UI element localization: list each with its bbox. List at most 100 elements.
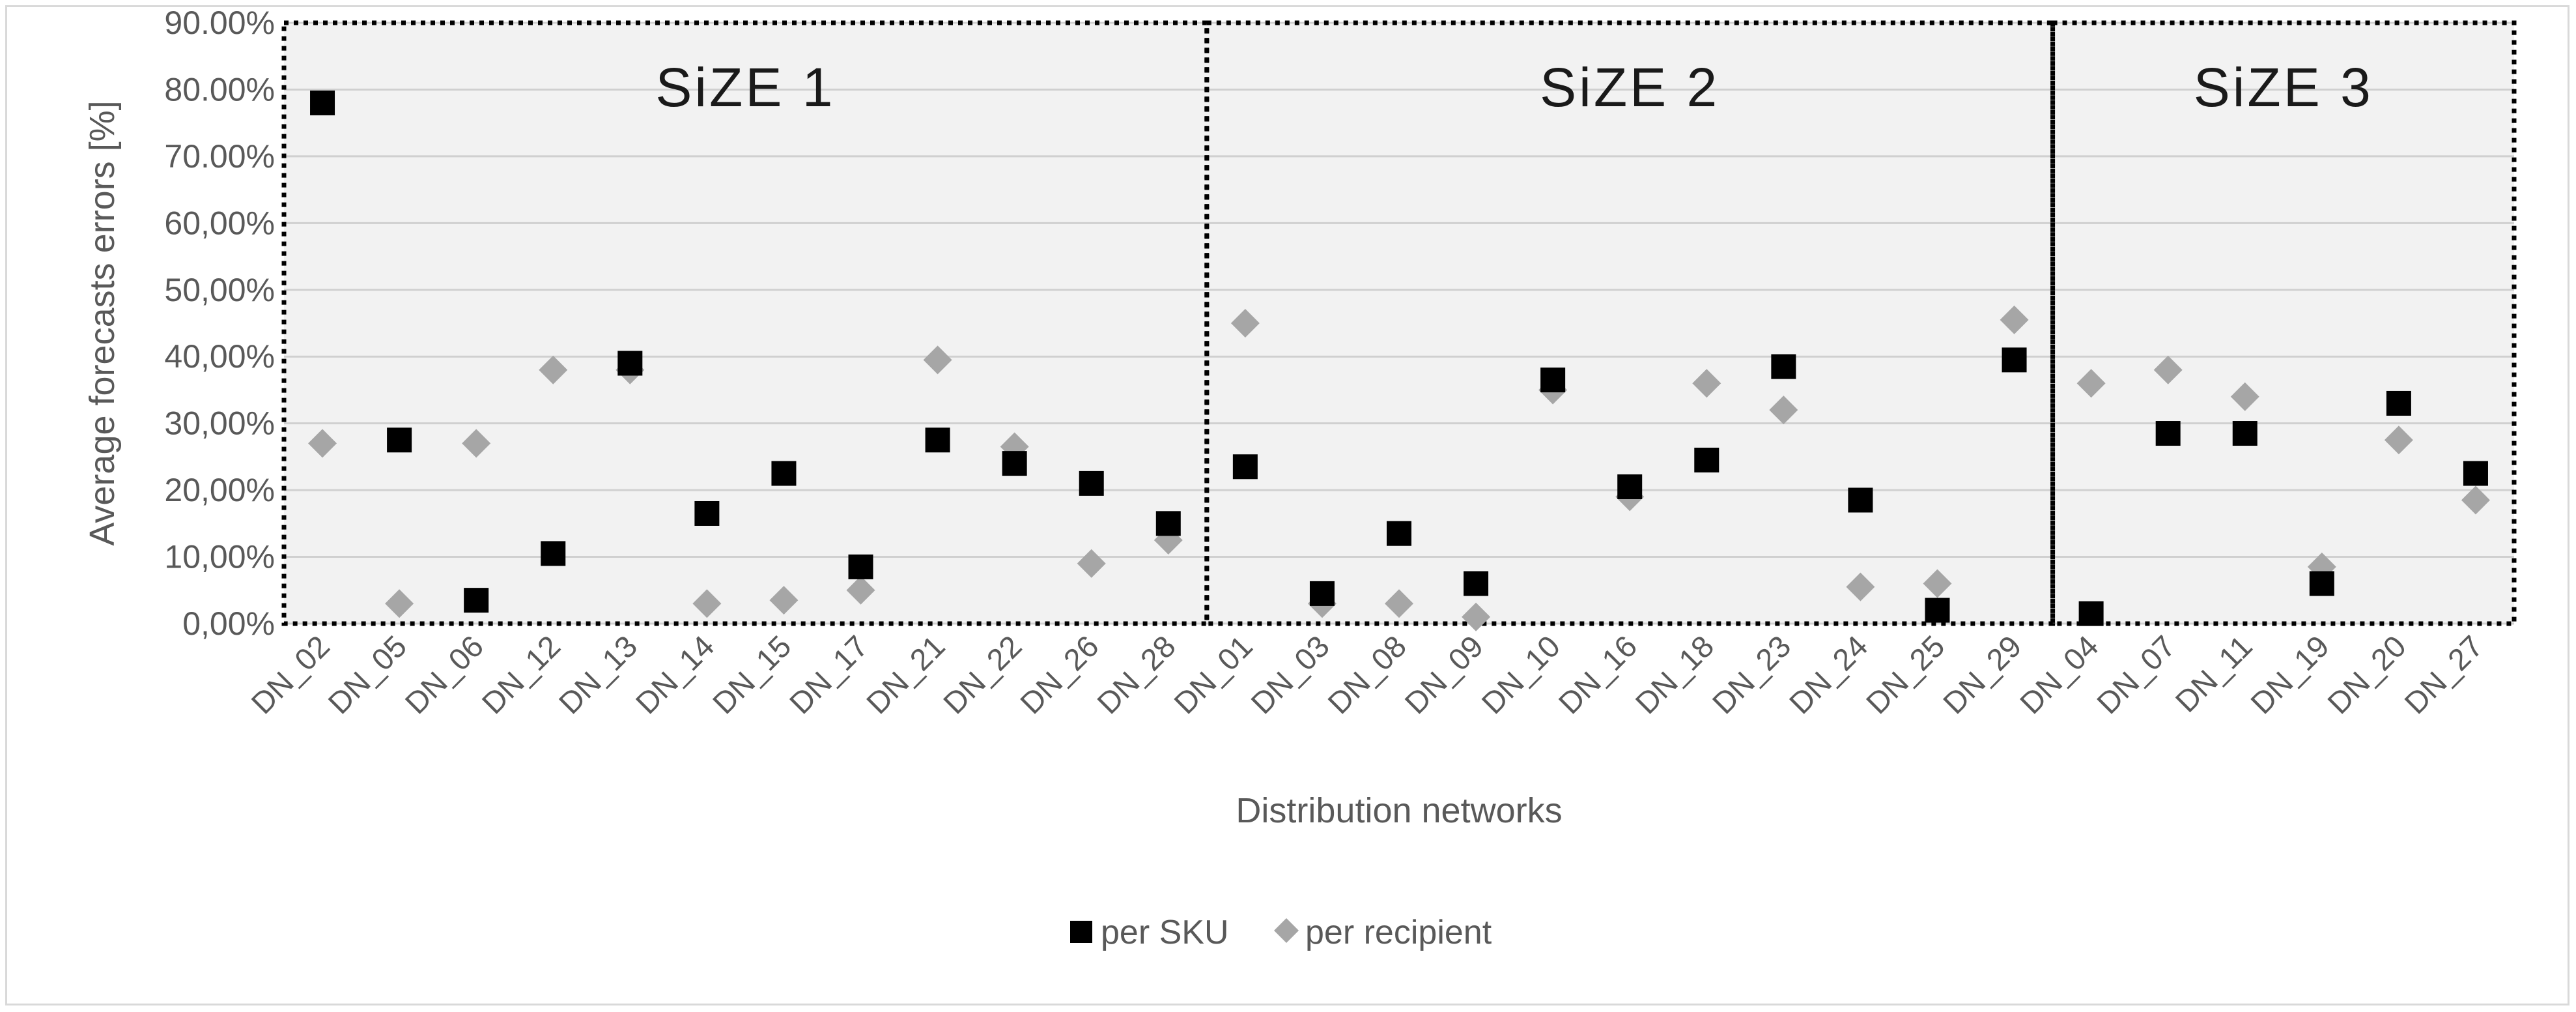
point-per-sku: [2002, 347, 2027, 373]
x-tick-label: DN_03: [1244, 629, 1336, 721]
point-per-sku: [1617, 474, 1643, 499]
x-axis-title: Distribution networks: [1236, 791, 1562, 830]
point-per-sku: [2078, 601, 2104, 626]
legend-per-recipient-label: per recipient: [1305, 914, 1492, 951]
x-tick-label: DN_05: [321, 629, 413, 721]
point-per-sku: [1540, 368, 1566, 393]
group-label-1: SiZE 1: [655, 57, 835, 118]
point-per-sku: [2232, 421, 2258, 446]
point-per-sku: [1387, 521, 1411, 546]
point-per-sku: [2155, 421, 2181, 446]
x-tick-label: DN_21: [860, 629, 952, 721]
point-per-sku: [1002, 451, 1027, 476]
point-per-sku: [2309, 571, 2334, 596]
x-tick-label: DN_25: [1860, 629, 1951, 721]
x-tick-label: DN_08: [1321, 629, 1413, 721]
point-per-recipient: [308, 429, 337, 458]
x-tick-label: DN_12: [475, 629, 567, 721]
x-tick-label: DN_11: [2168, 629, 2258, 719]
x-tick-label: DN_14: [629, 629, 721, 721]
group-box-3: [2050, 20, 2517, 626]
point-per-sku: [2463, 461, 2488, 486]
point-per-sku: [848, 554, 873, 579]
y-tick-label: 70.00%: [164, 138, 275, 175]
point-per-recipient: [1923, 569, 1952, 598]
x-tick-label: DN_10: [1475, 629, 1566, 721]
y-axis-title: Average forecasts errors [%]: [83, 100, 122, 545]
x-tick-label: DN_06: [398, 629, 490, 721]
point-per-recipient: [2076, 369, 2106, 398]
x-tick-label: DN_09: [1398, 629, 1490, 721]
point-per-recipient: [2461, 485, 2490, 515]
point-per-recipient: [1462, 602, 1491, 631]
point-per-sku: [694, 500, 720, 526]
x-tick-label: DN_23: [1705, 629, 1797, 721]
point-per-recipient: [1077, 549, 1106, 578]
point-per-sku: [387, 427, 412, 453]
group-label-3: SiZE 3: [2194, 57, 2373, 118]
group-boxes: SiZE 1 SiZE 2 SiZE 3: [281, 20, 2517, 626]
point-per-recipient: [2230, 382, 2259, 411]
y-tick-label: 80.00%: [164, 71, 275, 108]
point-per-recipient: [692, 589, 722, 618]
x-tick-label: DN_16: [1551, 629, 1643, 721]
y-tick-label: 30,00%: [164, 405, 275, 442]
data-points: [308, 90, 2490, 631]
point-per-sku: [541, 541, 566, 566]
point-per-recipient: [846, 575, 875, 605]
y-tick-label: 90.00%: [164, 5, 275, 41]
point-per-recipient: [769, 586, 799, 615]
point-per-recipient: [385, 589, 414, 618]
x-tick-label: DN_22: [937, 629, 1028, 721]
point-per-sku: [1155, 511, 1181, 536]
x-tick-label: DN_01: [1167, 629, 1259, 721]
point-per-recipient: [923, 345, 952, 375]
x-tick-label: DN_24: [1783, 629, 1875, 721]
point-per-recipient: [1230, 309, 1260, 338]
x-tick-label: DN_29: [1936, 629, 2028, 721]
legend-per-sku-marker: [1070, 921, 1092, 943]
point-per-sku: [310, 90, 335, 115]
point-per-recipient: [1385, 589, 1413, 618]
x-axis-ticks: DN_02DN_05DN_06DN_12DN_13DN_14DN_15DN_17…: [244, 629, 2489, 721]
point-per-recipient: [1846, 572, 1875, 601]
point-per-recipient: [462, 429, 491, 458]
x-tick-label: DN_20: [2321, 629, 2413, 721]
x-tick-label: DN_26: [1013, 629, 1105, 721]
x-tick-label: DN_02: [244, 629, 336, 721]
legend-per-recipient-marker: [1274, 918, 1299, 943]
point-per-recipient: [2000, 305, 2029, 334]
x-tick-label: DN_19: [2244, 629, 2336, 721]
point-per-sku: [1771, 354, 1796, 379]
point-per-sku: [1079, 470, 1104, 496]
point-per-sku: [1464, 571, 1489, 596]
point-per-recipient: [539, 355, 568, 384]
y-tick-label: 40,00%: [164, 338, 275, 375]
point-per-sku: [1848, 487, 1873, 513]
x-tick-label: DN_27: [2398, 629, 2489, 721]
point-per-recipient: [1692, 369, 1721, 398]
legend: per SKU per recipient: [1070, 914, 1492, 951]
point-per-sku: [1232, 454, 1258, 480]
y-tick-label: 10,00%: [164, 539, 275, 575]
x-tick-label: DN_07: [2090, 629, 2182, 721]
point-per-sku: [925, 427, 950, 453]
x-tick-label: DN_15: [706, 629, 798, 721]
point-per-sku: [464, 588, 489, 613]
x-tick-label: DN_17: [783, 629, 875, 721]
x-tick-label: DN_13: [552, 629, 644, 721]
x-tick-label: DN_04: [2013, 629, 2105, 721]
legend-per-sku-label: per SKU: [1101, 914, 1229, 951]
y-axis-ticks: 0,00% 10,00% 20,00% 30,00% 40,00% 50,00% 60,00…: [164, 5, 275, 642]
point-per-sku: [1925, 598, 1950, 623]
x-tick-label: DN_18: [1628, 629, 1720, 721]
y-tick-label: 60,00%: [164, 205, 275, 241]
group-label-2: SiZE 2: [1540, 57, 1720, 118]
y-tick-label: 20,00%: [164, 472, 275, 508]
point-per-recipient: [1769, 396, 1798, 425]
point-per-sku: [2386, 390, 2411, 416]
point-per-recipient: [2153, 355, 2183, 384]
x-tick-label: DN_28: [1090, 629, 1182, 721]
y-tick-label: 0,00%: [182, 605, 275, 642]
